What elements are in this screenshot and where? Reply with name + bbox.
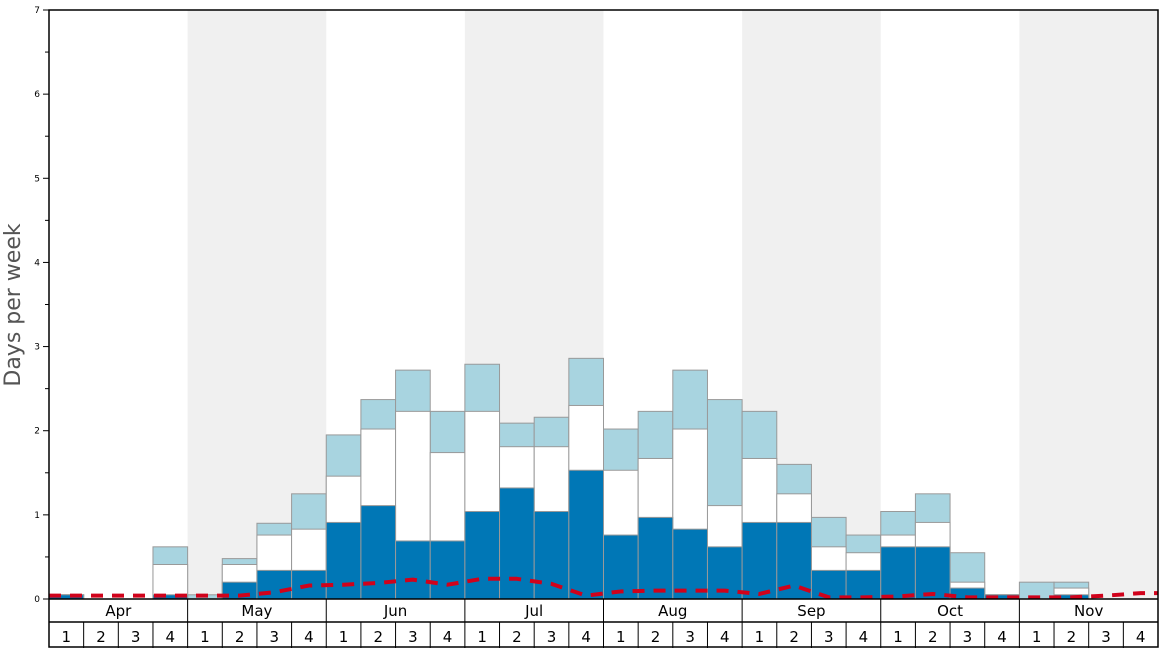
week-label: 2 xyxy=(373,628,383,646)
week-label: 3 xyxy=(269,628,279,646)
week-label: 4 xyxy=(304,628,314,646)
week-label: 3 xyxy=(1101,628,1111,646)
y-tick-label: 6 xyxy=(34,90,40,100)
week-label: 1 xyxy=(339,628,349,646)
month-label: Sep xyxy=(797,602,825,620)
month-label: Nov xyxy=(1074,602,1103,620)
week-label: 1 xyxy=(200,628,210,646)
week-label: 4 xyxy=(443,628,453,646)
y-tick-label: 4 xyxy=(34,258,40,268)
bar-bottom xyxy=(810,569,847,600)
week-label: 3 xyxy=(824,628,834,646)
week-label: 4 xyxy=(720,628,730,646)
week-label: 2 xyxy=(1067,628,1077,646)
month-label: Apr xyxy=(105,602,132,620)
axes: 0 1 2 3 4 5 6 7 Apr May Jun Jul Aug Sep Oct Nov 1 2 3 4 1 2 3 4… xyxy=(34,6,1159,648)
month-label: Oct xyxy=(937,602,963,620)
bar-bottom xyxy=(845,569,882,600)
week-label: 1 xyxy=(893,628,903,646)
week-label: 4 xyxy=(581,628,591,646)
week-label: 2 xyxy=(96,628,106,646)
bar-bottom xyxy=(464,510,501,600)
month-shade-nov xyxy=(1019,10,1158,599)
bar-bottom xyxy=(325,521,362,600)
month-label: Aug xyxy=(658,602,687,620)
bar-bottom xyxy=(395,540,431,600)
month-shading xyxy=(187,10,1158,599)
dashed-line xyxy=(49,576,1158,600)
week-label: 4 xyxy=(859,628,869,646)
week-label: 1 xyxy=(616,628,626,646)
bar-bottom xyxy=(637,516,674,600)
y-tick-label: 0 xyxy=(34,595,40,605)
bar-bottom xyxy=(672,528,708,600)
week-label: 3 xyxy=(408,628,418,646)
week-label: 2 xyxy=(651,628,661,646)
week-label: 3 xyxy=(547,628,557,646)
y-tick-label: 7 xyxy=(34,6,40,16)
week-label: 2 xyxy=(235,628,245,646)
y-tick-label: 1 xyxy=(34,511,40,521)
y-tick-label: 3 xyxy=(34,343,40,353)
month-label: Jun xyxy=(383,602,407,620)
bar-bottom xyxy=(776,521,812,600)
month-label: May xyxy=(241,602,272,620)
bar-bottom xyxy=(499,487,535,600)
week-label: 3 xyxy=(131,628,141,646)
bar-bottom xyxy=(914,546,951,600)
y-tick-label: 5 xyxy=(34,174,40,184)
week-label: 4 xyxy=(166,628,176,646)
bar-bottom xyxy=(880,546,916,600)
week-label: 1 xyxy=(755,628,765,646)
week-label: 1 xyxy=(1032,628,1042,646)
y-tick-label: 2 xyxy=(34,427,40,437)
bar-bottom xyxy=(568,469,604,600)
week-label: 4 xyxy=(1136,628,1146,646)
week-label: 2 xyxy=(789,628,799,646)
bar-bottom xyxy=(741,521,778,600)
week-label: 3 xyxy=(963,628,973,646)
week-label: 2 xyxy=(928,628,938,646)
week-label: 2 xyxy=(512,628,522,646)
month-label: Jul xyxy=(524,602,543,620)
y-axis-label: Days per week xyxy=(1,223,26,386)
bar-bottom xyxy=(429,540,466,600)
week-label: 3 xyxy=(685,628,695,646)
week-label: 1 xyxy=(62,628,72,646)
week-label: 4 xyxy=(997,628,1007,646)
dashed-series-line xyxy=(49,576,1158,600)
week-label: 1 xyxy=(477,628,487,646)
